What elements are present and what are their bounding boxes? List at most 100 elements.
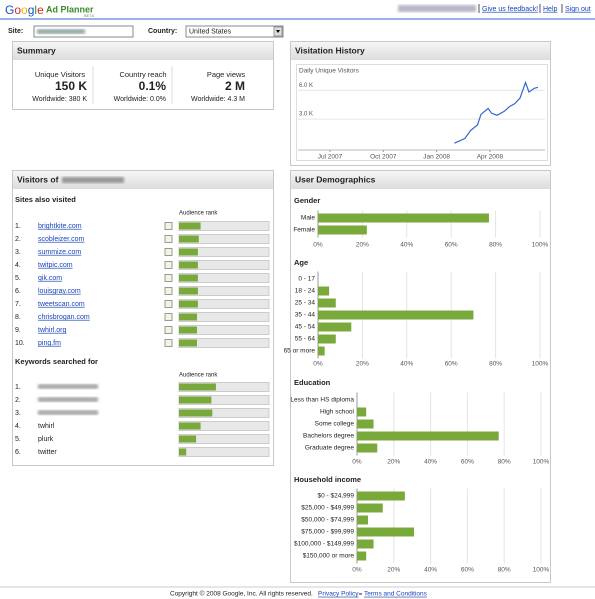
details-icon[interactable]: [164, 235, 173, 243]
y-tick-label: 6.0 K: [299, 83, 313, 89]
site-link[interactable]: summize.com: [38, 249, 81, 256]
bar: [179, 339, 197, 347]
site-link[interactable]: twitpic.com: [38, 262, 73, 269]
keyword: twhirl: [38, 423, 55, 430]
x-tick-label: 0%: [313, 361, 323, 368]
details-icon[interactable]: [164, 248, 173, 256]
x-tick-label: 20%: [356, 361, 369, 368]
rank: 4.: [15, 423, 21, 430]
x-tick-label: 60%: [445, 242, 458, 249]
bar: [357, 551, 367, 561]
site-link[interactable]: twhirl.org: [38, 327, 67, 334]
bar: [179, 248, 198, 256]
x-tick-label: 100%: [533, 459, 550, 466]
details-icon[interactable]: [164, 222, 173, 230]
category-label: 35 - 44: [295, 312, 316, 319]
section-title: Household income: [294, 475, 361, 484]
blurred-site: [37, 29, 85, 34]
bar: [357, 515, 369, 525]
bar: [357, 527, 415, 537]
details-icon[interactable]: [164, 261, 173, 269]
rank: 6.: [15, 449, 21, 456]
blurred-keyword: [38, 384, 98, 389]
bar: [179, 396, 212, 404]
rank: 8.: [15, 314, 21, 321]
site-label: Site:: [8, 28, 23, 35]
country-value: United States: [189, 28, 232, 35]
y-tick-label: 3.0 K: [299, 112, 313, 118]
privacy-link[interactable]: Privacy Policy: [318, 591, 359, 598]
category-label: 25 - 34: [295, 300, 316, 307]
blurred-keyword: [38, 397, 98, 402]
keyword: twitter: [38, 449, 57, 456]
category-label: Female: [293, 227, 315, 234]
help-link[interactable]: Help: [543, 6, 558, 13]
bar: [318, 334, 336, 344]
terms-link[interactable]: Terms and Conditions: [364, 591, 428, 598]
site-link[interactable]: chrisbrogan.com: [38, 314, 90, 321]
category-label: Bachelors degree: [303, 433, 354, 440]
bar: [179, 300, 198, 308]
x-tick-label: 0%: [352, 567, 362, 574]
rank: 9.: [15, 327, 21, 334]
feedback-link[interactable]: Give us feedback!: [482, 6, 538, 13]
details-icon[interactable]: [164, 313, 173, 321]
category-label: Male: [301, 215, 315, 222]
panel-title: Summary: [17, 45, 56, 55]
details-icon[interactable]: [164, 300, 173, 308]
x-tick-label: 100%: [532, 361, 549, 368]
site-link[interactable]: qik.com: [38, 275, 62, 282]
panel-header: [291, 42, 550, 60]
dropdown-arrow: [276, 30, 280, 33]
x-tick-label: 80%: [498, 567, 511, 574]
details-icon[interactable]: [164, 326, 173, 334]
site-link[interactable]: scobleizer.com: [38, 236, 84, 243]
bar: [318, 225, 367, 235]
rank: 1.: [15, 384, 21, 391]
site-link[interactable]: ping.fm: [38, 340, 61, 347]
x-tick-label: 40%: [424, 567, 437, 574]
panel-header: [13, 171, 273, 189]
bar: [357, 539, 374, 549]
logo[interactable]: Google: [5, 3, 44, 17]
x-tick-label: 60%: [445, 361, 458, 368]
signout-link[interactable]: Sign out: [565, 6, 591, 13]
x-tick-label: 40%: [400, 361, 413, 368]
x-tick-label: 20%: [387, 459, 400, 466]
bar: [179, 448, 187, 456]
category-label: $0 - $24,999: [317, 493, 354, 500]
chart-title: Daily Unique Visitors: [299, 68, 360, 75]
metric-worldwide: Worldwide: 380 K: [32, 96, 87, 103]
site-link[interactable]: louisgray.com: [38, 288, 81, 295]
category-label: Some college: [315, 421, 355, 428]
category-label: High school: [320, 409, 355, 416]
site-link[interactable]: tweetscan.com: [38, 301, 85, 308]
bar: [357, 443, 378, 453]
category-label: Less than HS diploma: [290, 397, 354, 404]
blurred-site: [62, 177, 124, 183]
rank: 1.: [15, 223, 21, 230]
details-icon[interactable]: [164, 287, 173, 295]
bar: [179, 313, 197, 321]
x-tick-label: 60%: [461, 459, 474, 466]
details-icon[interactable]: [164, 339, 173, 347]
panel-header: [291, 171, 550, 189]
bar: [357, 407, 367, 417]
rank: 7.: [15, 301, 21, 308]
country-label: Country:: [148, 28, 177, 35]
rank: 3.: [15, 249, 21, 256]
panel-title: User Demographics: [295, 174, 376, 184]
section-title: Sites also visited: [15, 195, 76, 204]
panel-title: Visitation History: [295, 45, 365, 55]
panel-header: [13, 42, 273, 60]
bar: [179, 383, 216, 391]
section-title: Gender: [294, 196, 320, 205]
country-select[interactable]: [185, 25, 284, 38]
bar: [357, 431, 499, 441]
column-header: Audience rank: [179, 211, 218, 217]
column-header: Audience rank: [179, 373, 218, 379]
bar: [179, 287, 198, 295]
site-link[interactable]: brightkite.com: [38, 223, 82, 230]
details-icon[interactable]: [164, 274, 173, 282]
